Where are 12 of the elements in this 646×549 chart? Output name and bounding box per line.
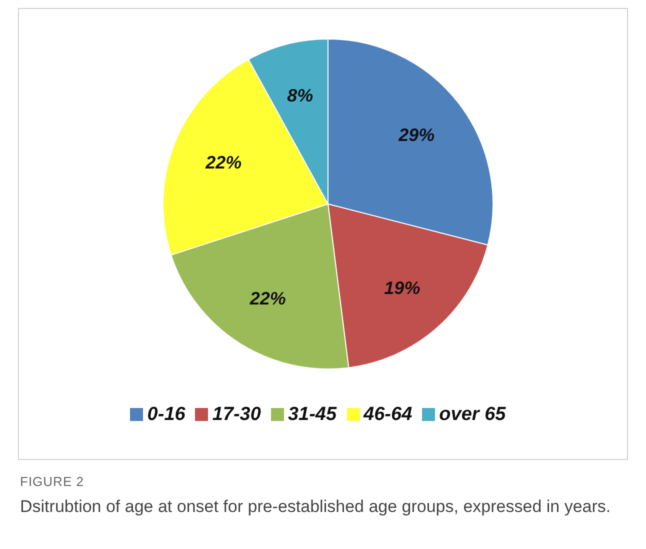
- data-label: 22%: [204, 152, 242, 173]
- caption: FIGURE 2: [20, 474, 85, 489]
- data-label: 22%: [248, 288, 286, 309]
- data-label: 29%: [398, 125, 435, 146]
- legend-label: 17-30: [212, 404, 261, 425]
- data-label: 19%: [384, 278, 420, 298]
- legend-label: 46-64: [364, 404, 412, 425]
- legend-label: over 65: [439, 404, 506, 425]
- legend-label: 31-45: [288, 404, 337, 425]
- data-label: 8%: [287, 85, 314, 106]
- legend-label: 0-16: [147, 404, 186, 425]
- text: Dsitrubtion of age at onset for pre-established age groups, expressed in years.: [20, 496, 612, 518]
